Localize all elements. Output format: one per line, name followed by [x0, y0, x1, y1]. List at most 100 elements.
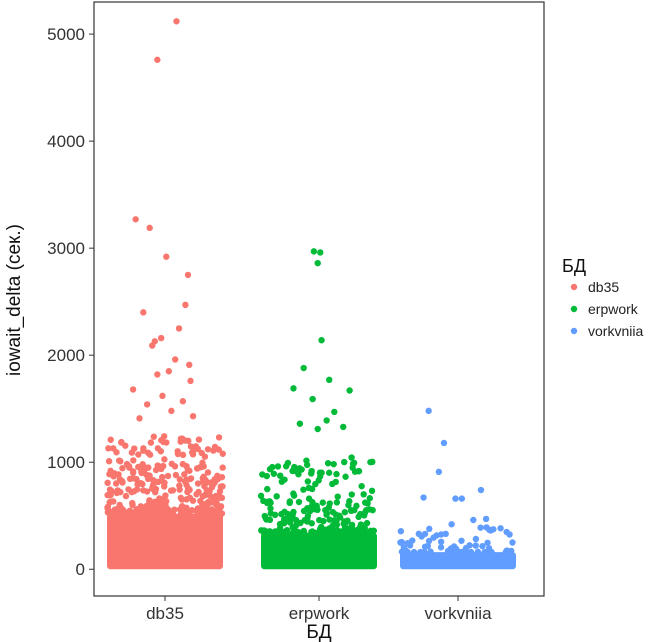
bulk-points-vorkvniia	[400, 552, 516, 570]
outlier-point	[323, 417, 330, 424]
data-point	[365, 529, 372, 537]
data-point	[368, 487, 376, 495]
data-point	[318, 529, 326, 536]
data-point	[308, 520, 315, 527]
data-point	[161, 483, 168, 490]
outlier-point	[165, 368, 173, 375]
data-point	[462, 544, 470, 552]
data-point	[169, 487, 177, 494]
data-point	[295, 498, 303, 506]
outlier-point	[175, 325, 183, 332]
outlier-point	[448, 521, 455, 528]
data-point	[217, 504, 224, 511]
data-point	[179, 460, 187, 468]
data-point	[324, 460, 332, 467]
outlier-point	[314, 425, 321, 433]
y-axis: 0 1000 2000 3000 4000 5000	[47, 25, 94, 579]
outlier-point	[435, 468, 443, 476]
data-point	[135, 451, 142, 458]
data-point	[187, 475, 195, 482]
data-point	[208, 506, 215, 513]
data-point	[137, 503, 144, 510]
data-point	[291, 467, 298, 474]
data-point	[305, 495, 313, 502]
outlier-point	[470, 516, 477, 524]
data-point	[318, 523, 325, 531]
data-point	[152, 466, 160, 474]
data-point	[267, 510, 274, 517]
data-point	[195, 436, 203, 443]
data-point	[204, 469, 212, 476]
data-point	[152, 485, 160, 493]
data-point	[341, 509, 349, 516]
data-point	[131, 445, 138, 452]
data-point	[364, 500, 371, 507]
data-point	[333, 470, 340, 478]
data-point	[266, 498, 273, 505]
data-point	[206, 487, 213, 495]
data-point	[311, 506, 318, 513]
outlier-point	[318, 337, 325, 344]
outlier-point	[157, 334, 165, 342]
data-point	[189, 451, 197, 458]
data-point	[214, 475, 221, 483]
legend-key-db35	[570, 283, 578, 291]
outlier-point	[154, 56, 161, 63]
series-erpwork	[257, 248, 378, 570]
data-point	[349, 460, 357, 467]
data-point	[289, 529, 297, 536]
data-point	[351, 468, 359, 475]
data-point	[477, 524, 484, 531]
data-point	[345, 501, 352, 509]
x-tick-label: db35	[146, 604, 184, 623]
data-point	[360, 491, 367, 498]
outlier-point	[146, 224, 153, 232]
data-point	[503, 528, 510, 536]
data-point	[172, 471, 180, 479]
data-point	[347, 507, 355, 514]
data-point	[270, 470, 278, 477]
data-point	[181, 471, 188, 478]
data-point	[421, 530, 429, 538]
data-point	[143, 508, 151, 515]
data-point	[199, 500, 206, 508]
outlier-point	[300, 364, 307, 372]
data-point	[183, 481, 190, 489]
outlier-point	[452, 495, 459, 502]
data-point	[147, 439, 155, 446]
data-point	[472, 542, 479, 549]
data-point	[140, 487, 147, 494]
data-point	[398, 538, 406, 546]
data-point	[186, 494, 194, 501]
data-point	[264, 485, 271, 493]
data-point	[421, 548, 428, 556]
data-point	[342, 473, 349, 480]
data-point	[159, 462, 167, 470]
data-point	[202, 476, 209, 484]
legend-key-vorkvniia	[570, 327, 578, 335]
series-db35	[104, 18, 226, 570]
data-point	[330, 460, 337, 468]
data-point	[281, 508, 288, 516]
data-point	[308, 485, 316, 493]
data-point	[488, 548, 495, 556]
data-point	[146, 498, 153, 506]
data-point	[333, 517, 340, 525]
data-point	[277, 472, 284, 479]
data-point	[151, 478, 158, 485]
data-point	[281, 476, 288, 483]
data-point	[210, 447, 217, 454]
data-point	[366, 495, 373, 502]
data-point	[129, 501, 136, 509]
x-tick-label: vorkvniia	[424, 604, 492, 623]
data-point	[198, 449, 205, 457]
data-point	[135, 480, 143, 487]
outlier-point	[340, 423, 347, 431]
data-point	[104, 504, 111, 511]
outlier-point	[136, 415, 143, 422]
data-point	[176, 476, 183, 483]
data-point	[174, 450, 182, 458]
outlier-point	[143, 401, 151, 408]
data-point	[130, 475, 137, 482]
